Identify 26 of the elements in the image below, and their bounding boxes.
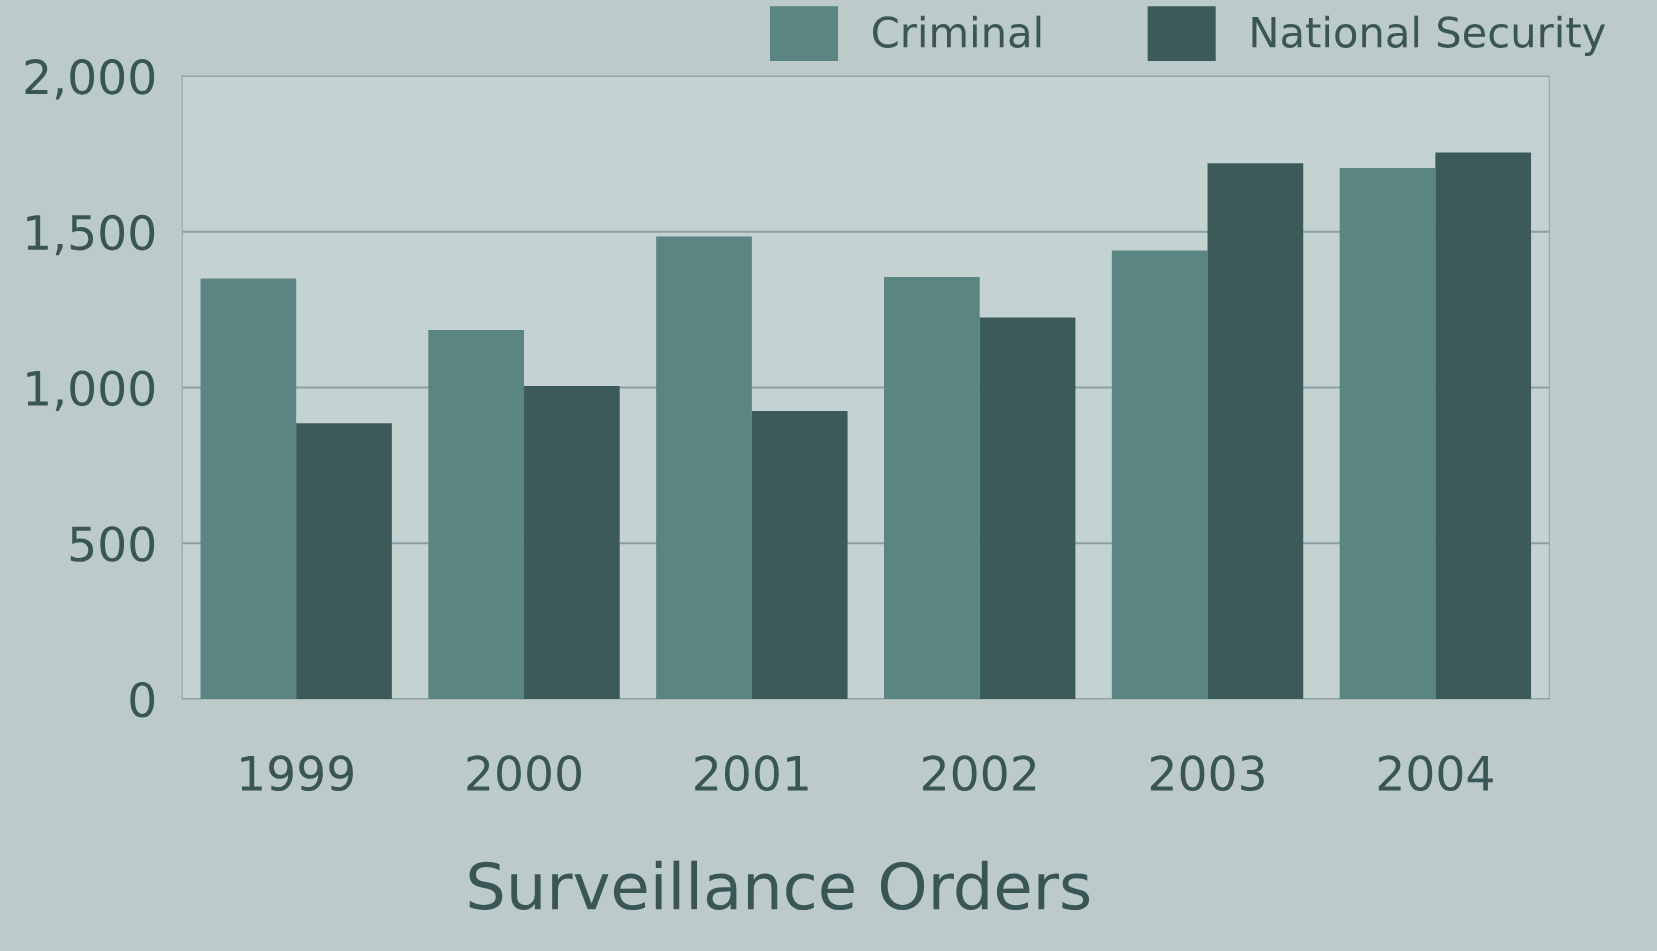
- x-tick-label: 2000: [467, 755, 581, 792]
- x-tick-label: 2002: [923, 755, 1036, 792]
- legend-label: Criminal: [873, 15, 1041, 48]
- text: Surveillance Orders: [469, 860, 1090, 911]
- bar: [1435, 152, 1532, 699]
- bar: [979, 317, 1076, 699]
- bar: [1111, 250, 1208, 699]
- x-tick-label: 2004: [1378, 755, 1493, 792]
- bar: [524, 385, 620, 699]
- x-tick-label: 1999: [241, 755, 353, 792]
- bar: [428, 329, 525, 699]
- y-tick-label: 0: [130, 681, 155, 718]
- y-tick-label: 500: [70, 526, 155, 562]
- legend-label: National Security: [1252, 15, 1606, 56]
- bar: [200, 278, 297, 699]
- bar: [1207, 163, 1304, 699]
- bar: [656, 236, 752, 699]
- y-tick-label: 1,500: [27, 214, 155, 256]
- y-tick-label: 1,000: [27, 370, 155, 411]
- bar: [296, 423, 392, 699]
- x-tick-label: 2001: [695, 755, 808, 792]
- bar: [884, 276, 980, 699]
- y-tick-label: 2,000: [25, 58, 155, 100]
- bar: [1339, 167, 1436, 699]
- x-tick-label: 2003: [1150, 755, 1264, 792]
- bar: [751, 410, 848, 699]
